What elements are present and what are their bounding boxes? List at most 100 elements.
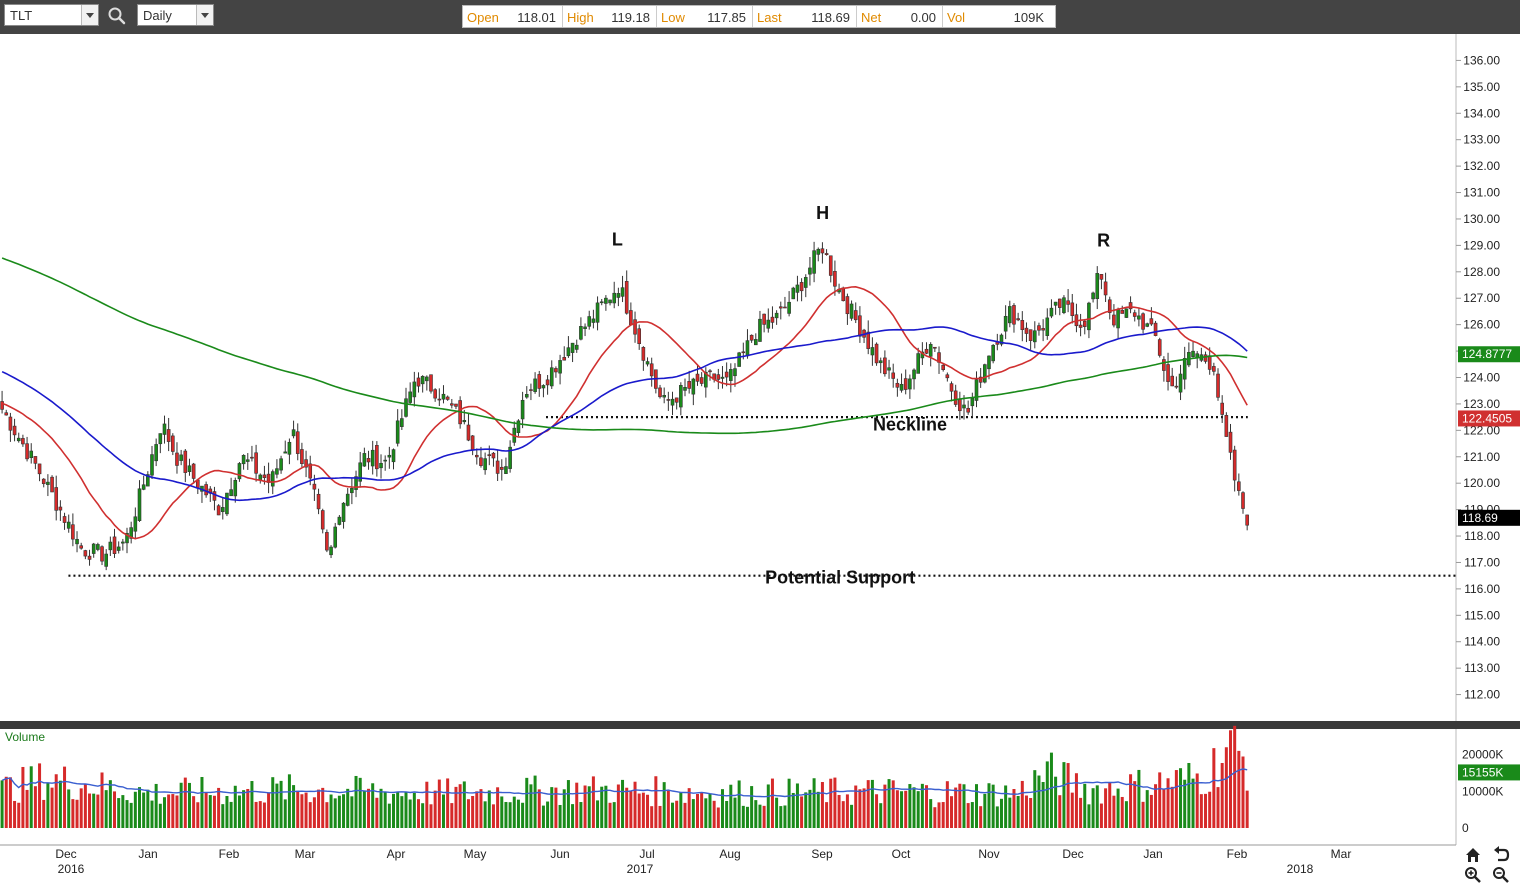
candle-body <box>1082 320 1087 327</box>
candle <box>683 378 687 397</box>
volume-bar <box>900 791 904 828</box>
volume-bar <box>962 784 966 828</box>
volume-bar <box>63 766 67 828</box>
volume-bar <box>304 792 308 828</box>
home-icon[interactable] <box>1464 846 1482 864</box>
candle <box>479 446 483 468</box>
candle <box>333 522 338 549</box>
candle <box>1107 296 1112 320</box>
volume-bar <box>491 804 495 828</box>
candle <box>316 488 321 515</box>
candle <box>1091 291 1095 303</box>
annotation-label: R <box>1097 231 1110 251</box>
candle-body <box>1103 281 1108 296</box>
price-tick-label: 133.00 <box>1463 133 1500 147</box>
volume-bar <box>113 791 117 828</box>
volume-bar <box>1116 788 1120 828</box>
volume-bar <box>504 801 508 828</box>
candle-body <box>275 468 279 475</box>
volume-bar <box>1049 752 1053 828</box>
search-icon[interactable] <box>106 5 128 27</box>
chevron-down-icon[interactable] <box>196 5 213 25</box>
volume-bar <box>150 800 154 828</box>
candle-body <box>29 450 34 459</box>
volume-bar <box>1074 773 1078 828</box>
candle-body <box>1182 358 1187 380</box>
volume-bar <box>621 779 625 828</box>
candle-body <box>1132 312 1137 317</box>
candle <box>62 512 67 530</box>
price-tick-label: 117.00 <box>1464 555 1500 569</box>
candle <box>1062 295 1066 315</box>
month-label: Jul <box>639 847 654 861</box>
candle <box>1053 301 1058 315</box>
zoom-out-icon[interactable] <box>1492 866 1510 884</box>
volume-average-line <box>1 768 1248 798</box>
candle-body <box>758 318 762 342</box>
candle-body <box>366 458 371 463</box>
candle-body <box>41 478 46 485</box>
candle-body <box>474 454 479 458</box>
volume-bar <box>1133 781 1137 828</box>
candle <box>729 363 733 393</box>
candle-body <box>62 516 67 523</box>
panel-splitter[interactable] <box>0 721 1456 729</box>
candle <box>46 474 50 497</box>
volume-bar <box>400 796 404 828</box>
interval-dropdown[interactable]: Daily <box>137 4 214 26</box>
volume-bar <box>1124 801 1128 828</box>
candle-body <box>158 433 163 445</box>
candle-body <box>1191 350 1195 357</box>
candle <box>50 475 54 493</box>
volume-bar <box>466 799 470 828</box>
candle <box>762 313 766 333</box>
candle <box>416 372 421 393</box>
price-panel <box>0 34 1456 721</box>
chevron-down-icon[interactable] <box>81 5 98 25</box>
candle-body <box>279 458 283 471</box>
volume-bar <box>558 804 562 828</box>
candle-body <box>1195 353 1199 358</box>
volume-bar <box>983 793 987 828</box>
candle-body <box>308 463 313 479</box>
undo-icon[interactable] <box>1492 846 1510 864</box>
annotations: L H R Neckline Potential Support <box>612 203 1110 588</box>
candle <box>624 270 629 315</box>
candle-body <box>974 379 979 401</box>
candle <box>579 317 583 341</box>
volume-bar <box>392 793 396 828</box>
candle-body <box>54 487 59 511</box>
volume-bar <box>587 786 591 828</box>
volume-bar <box>891 780 895 828</box>
quote-open: Open 118.01 <box>463 10 562 25</box>
candle-body <box>379 462 383 469</box>
zoom-in-icon[interactable] <box>1464 866 1482 884</box>
volume-bar <box>950 796 954 828</box>
candle-body <box>945 374 950 379</box>
candle-body <box>620 287 625 297</box>
candle-body <box>1237 481 1241 491</box>
candle <box>337 515 342 526</box>
candle-body <box>924 348 929 354</box>
candle-body <box>1137 315 1141 320</box>
volume-bar <box>433 790 437 828</box>
year-label: 2018 <box>1287 862 1314 876</box>
symbol-dropdown[interactable]: TLT <box>4 4 99 26</box>
month-label: Feb <box>1227 847 1248 861</box>
candle <box>183 448 188 483</box>
volume-bar <box>100 772 104 828</box>
candle-body <box>137 488 142 522</box>
volume-bar <box>404 791 408 828</box>
candle <box>670 391 675 416</box>
candle <box>237 462 242 482</box>
volume-bar <box>421 803 425 828</box>
quote-separator <box>942 6 943 27</box>
volume-bar <box>741 805 745 828</box>
candle <box>1228 423 1233 460</box>
candle-body <box>495 460 500 474</box>
volume-bar <box>596 800 600 828</box>
volume-bar <box>804 792 808 828</box>
candle-body <box>912 369 916 380</box>
moving-average-line-1 <box>1 326 1248 502</box>
candle <box>87 549 92 566</box>
